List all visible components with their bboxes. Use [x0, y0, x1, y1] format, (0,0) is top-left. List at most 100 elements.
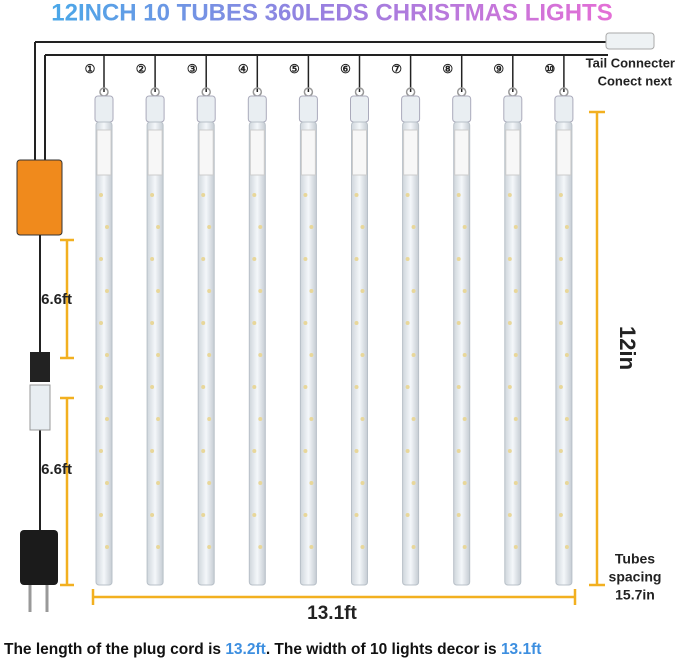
title: 12INCH 10 TUBES 360LEDS CHRISTMAS LIGHTS: [51, 0, 612, 26]
led: [201, 321, 206, 325]
led: [456, 257, 461, 261]
led: [309, 289, 314, 293]
led: [564, 225, 569, 229]
led: [201, 513, 206, 517]
led: [156, 225, 161, 229]
led: [405, 257, 410, 261]
led: [252, 385, 257, 389]
led: [258, 481, 263, 485]
led: [558, 321, 563, 325]
led: [558, 513, 563, 517]
width-dimension: [91, 589, 577, 605]
led: [456, 449, 461, 453]
tube-label: [249, 129, 265, 176]
led: [207, 289, 212, 293]
cord-length: 6.6ft: [41, 461, 72, 478]
led: [207, 481, 212, 485]
spacing-label: spacing: [609, 569, 662, 585]
led: [462, 225, 467, 229]
led: [303, 513, 308, 517]
tail-label: Conect next: [598, 73, 673, 88]
led: [258, 417, 263, 421]
led: [105, 289, 109, 293]
tube-label: [147, 129, 163, 176]
led: [150, 449, 155, 453]
led: [303, 257, 308, 261]
tube-number: ⑥: [340, 62, 351, 76]
led: [411, 225, 416, 229]
led: [558, 449, 563, 453]
led: [564, 417, 569, 421]
led: [252, 513, 257, 517]
led: [99, 321, 103, 325]
led: [303, 193, 308, 197]
led: [456, 385, 461, 389]
tube-label: [96, 129, 112, 176]
tube-label: [198, 129, 214, 176]
led: [207, 417, 212, 421]
tube-label: [352, 129, 367, 176]
led: [513, 417, 518, 421]
led: [150, 385, 155, 389]
footer-highlight: 13.1ft: [501, 641, 542, 658]
led: [258, 353, 263, 357]
led: [309, 225, 314, 229]
led: [354, 321, 359, 325]
led: [201, 449, 206, 453]
led: [507, 193, 512, 197]
led: [105, 353, 109, 357]
tube: [351, 121, 368, 586]
tube: [504, 121, 522, 586]
led: [354, 257, 359, 261]
led: [513, 545, 518, 549]
wire: [34, 41, 608, 160]
led: [558, 385, 563, 389]
led: [105, 545, 109, 549]
tube-length: 12in: [615, 326, 640, 370]
led: [507, 257, 512, 261]
tube-number: ④: [238, 62, 249, 76]
plug-prong: [28, 585, 49, 612]
led: [150, 257, 155, 261]
led: [405, 449, 410, 453]
led: [309, 545, 314, 549]
connector: [29, 384, 51, 431]
tube-cap: [554, 95, 574, 123]
tube-cap: [196, 95, 216, 123]
led: [156, 353, 161, 357]
led: [507, 513, 512, 517]
led: [207, 545, 212, 549]
led: [360, 545, 365, 549]
led: [105, 481, 109, 485]
led: [156, 289, 161, 293]
led: [564, 545, 569, 549]
led: [507, 321, 512, 325]
led: [354, 385, 359, 389]
tube-number: ⑩: [545, 62, 556, 76]
spacing-label: 15.7in: [615, 587, 655, 603]
tube-number: ⑧: [442, 62, 453, 76]
width: 13.1ft: [307, 603, 357, 624]
led: [360, 481, 365, 485]
tube: [453, 121, 471, 586]
led: [258, 289, 263, 293]
led: [99, 449, 103, 453]
led: [360, 289, 365, 293]
height-dimension: [589, 110, 605, 587]
footer-text: The length of the plug cord is: [4, 641, 225, 658]
led: [558, 257, 563, 261]
driver-box: [16, 159, 63, 236]
tube-number: ②: [136, 62, 147, 76]
tube-number: ①: [85, 62, 96, 76]
led: [99, 193, 103, 197]
tube-cap: [503, 95, 523, 123]
tube-cap: [145, 95, 165, 123]
led: [207, 225, 212, 229]
tube-cap: [350, 95, 369, 123]
footer-text: . The width of 10 lights decor is: [266, 641, 501, 658]
led: [303, 449, 308, 453]
led: [462, 353, 467, 357]
led: [507, 385, 512, 389]
led: [405, 513, 410, 517]
